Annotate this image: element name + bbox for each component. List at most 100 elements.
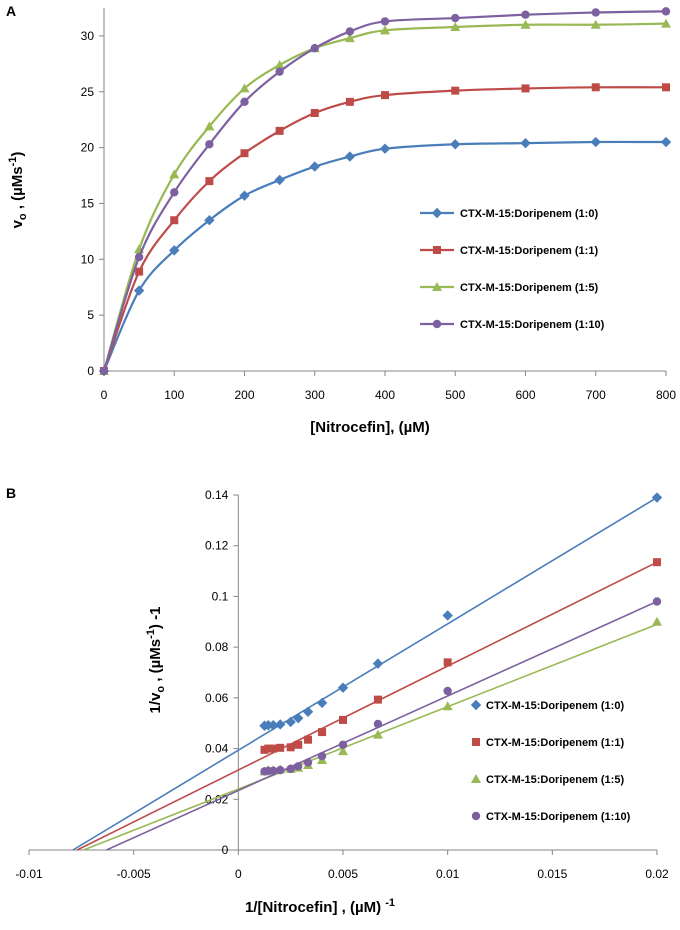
panel-b-data-point-1 — [276, 743, 285, 752]
panel-b-y-label-close: ) — [147, 624, 164, 629]
panel-a-data-point-3 — [591, 8, 600, 17]
panel-b-x-tick-label: -0.005 — [117, 867, 151, 881]
panel-a-data-point-2 — [661, 18, 671, 28]
panel-b-legend-marker-2 — [471, 774, 481, 783]
panel-a-x-tick-label: 0 — [101, 388, 108, 402]
panel-b-y-tick-label: 0 — [222, 843, 229, 857]
panel-b-x-tick-label: 0 — [235, 867, 242, 881]
panel-b-data-point-3 — [276, 765, 285, 775]
panel-a-legend-label-0: CTX-M-15:Doripenem (1:0) — [460, 208, 598, 220]
panel-a-y-label-sub: o — [17, 213, 29, 220]
panel-a-x-tick-label: 500 — [445, 388, 465, 402]
panel-b-y-label-sub: o — [155, 686, 167, 693]
panel-a-data-point-3 — [170, 188, 179, 197]
panel-a-data-point-1 — [521, 84, 530, 93]
panel-b-data-point-0 — [442, 610, 453, 621]
panel-a-data-point-0 — [309, 161, 320, 172]
panel-b-data-point-3 — [338, 740, 348, 749]
panel-a-y-label-unit: , (µMs — [9, 166, 26, 213]
panel-a-data-point-1 — [135, 267, 144, 276]
panel-a-legend-marker-3 — [432, 319, 442, 329]
panel-b-data-point-1 — [264, 744, 273, 753]
panel-b-y-label-sup: -1 — [145, 629, 157, 639]
panel-a-y-tick-label: 15 — [81, 196, 95, 210]
panel-b-data-point-1 — [286, 743, 295, 752]
panel-a-data-point-3 — [310, 44, 319, 53]
panel-b-data-point-2 — [652, 616, 662, 626]
panel-b-y-tick-label: 0.14 — [205, 488, 229, 502]
panel-a-chart: [Nitrocefin], (µM) vo , (µMs-1) 0 5 10 15 20… — [7, 7, 676, 436]
panel-b-data-point-2 — [372, 729, 383, 739]
panel-b-legend-label-0: CTX-M-15:Doripenem (1:0) — [486, 700, 624, 712]
panel-a-data-point-1 — [662, 83, 670, 92]
panel-a-data-point-2 — [239, 83, 250, 93]
panel-a-x-tick-label: 800 — [656, 388, 676, 402]
panel-b-x-tick-label: 0.015 — [537, 867, 567, 881]
panel-b-data-point-1 — [294, 740, 303, 749]
panel-a-data-point-2 — [344, 33, 355, 43]
panel-b-data-point-1 — [304, 735, 313, 744]
panel-b-fit-line-0 — [72, 496, 658, 851]
panel-a-y-tick-label: 20 — [81, 141, 95, 155]
panel-b-data-point-1 — [653, 558, 661, 567]
panel-b-y-tick-label: 0.12 — [205, 539, 229, 553]
panel-b-data-point-0 — [268, 720, 279, 731]
panel-b-data-point-0 — [275, 719, 286, 730]
panel-b-data-point-2 — [338, 746, 348, 756]
panel-a-data-point-3 — [275, 67, 284, 76]
panel-b-legend-marker-3 — [471, 811, 481, 821]
panel-b-data-point-0 — [316, 697, 328, 709]
panel-b-legend-marker-0 — [470, 699, 482, 711]
panel-a-data-point-0 — [274, 174, 285, 186]
panel-b-data-point-2 — [442, 701, 453, 711]
panel-a-data-point-2 — [274, 59, 285, 69]
panel-b-legend-marker-1 — [472, 738, 480, 746]
panel-b-y-tick-label: 0.04 — [205, 742, 229, 756]
panel-b-data-point-1 — [318, 728, 327, 737]
panel-a-data-point-1 — [205, 177, 214, 186]
panel-a-legend-marker-2 — [432, 282, 442, 291]
panel-b-data-point-0 — [337, 682, 349, 693]
panel-a-x-tick-label: 100 — [164, 388, 184, 402]
panel-a-data-point-0 — [204, 215, 215, 226]
panel-a-x-tick-label: 200 — [234, 388, 254, 402]
panel-b-x-label-main: 1/[Nitrocefin] , (µM) — [245, 899, 385, 916]
panel-b-data-point-3 — [303, 758, 313, 767]
panel-a-data-point-3 — [205, 140, 214, 149]
panel-a-data-point-0 — [660, 136, 672, 148]
panel-a-data-point-0 — [450, 139, 461, 150]
panel-b-y-label-exp: -1 — [147, 607, 164, 625]
panel-a-data-point-2 — [204, 121, 215, 131]
panel-a-x-tick-label: 600 — [515, 388, 535, 402]
panel-a-data-point-1 — [451, 86, 460, 95]
panel-a-data-point-3 — [521, 10, 530, 19]
panel-a-data-point-0 — [239, 190, 250, 201]
panel-a-data-point-2 — [520, 19, 531, 29]
panel-a-data-point-0 — [169, 245, 180, 256]
panel-a-data-point-0 — [133, 285, 145, 296]
panel-b-data-point-1 — [269, 744, 278, 753]
panel-a-series-line-3 — [102, 10, 667, 372]
panel-b-x-tick-label: 0.02 — [645, 867, 669, 881]
panel-a-data-point-3 — [451, 13, 460, 23]
panel-b-y-label-unit: , (µMs — [147, 639, 164, 686]
panel-a-y-tick-label: 0 — [87, 364, 94, 378]
panel-b-y-label-v: 1/v — [147, 692, 164, 714]
panel-b-data-point-3 — [294, 762, 303, 771]
panel-b-legend-label-1: CTX-M-15:Doripenem (1:1) — [486, 737, 624, 749]
panel-a-data-point-1 — [345, 97, 354, 106]
panel-b-data-point-3 — [269, 766, 278, 776]
panel-a-y-label-v: v — [9, 219, 26, 228]
panel-b-data-point-3 — [373, 719, 383, 729]
panel-b-data-point-3 — [652, 597, 662, 606]
panel-b-x-tick-label: 0.005 — [328, 867, 358, 881]
panel-b-x-axis-label: 1/[Nitrocefin] , (µM) -1 — [245, 897, 395, 916]
panel-b-fit-line-2 — [83, 623, 658, 851]
panel-b-data-point-0 — [651, 492, 663, 503]
panel-b-data-point-3 — [443, 686, 452, 696]
panel-a-y-tick-label: 10 — [81, 252, 95, 266]
panel-b-y-tick-label: 0.1 — [212, 589, 229, 603]
panel-a-y-axis-label: vo , (µMs-1) — [7, 152, 29, 229]
panel-a-data-point-3 — [661, 7, 671, 16]
